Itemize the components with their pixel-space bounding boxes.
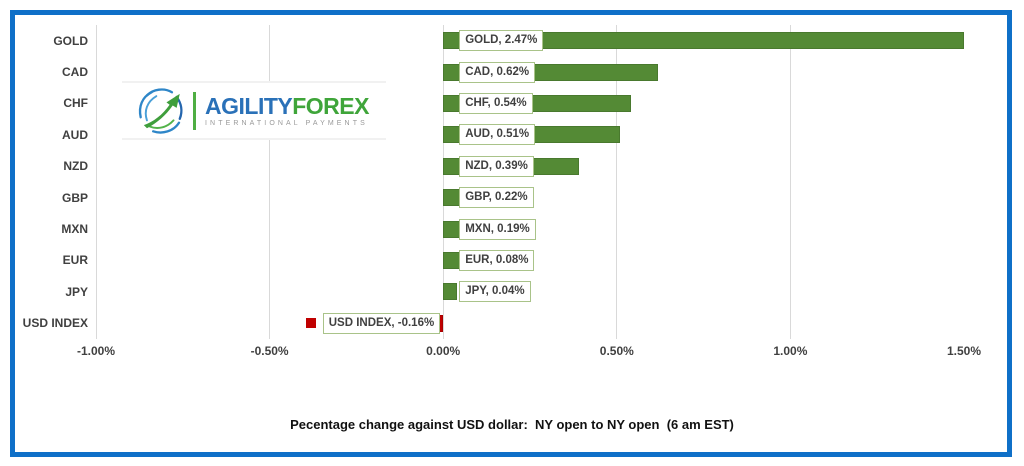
data-label-nzd: NZD, 0.39% [459, 155, 534, 177]
data-label-wrap-usd-index: USD INDEX, -0.16% [305, 308, 441, 339]
data-label-gbp: GBP, 0.22% [459, 187, 534, 209]
data-label-wrap-gold: GOLD, 2.47% [459, 25, 544, 56]
gridline [96, 25, 97, 339]
bar-gold [443, 32, 964, 50]
brand-agility: AGILITY [205, 92, 293, 119]
logo-text: AGILITYFOREX INTERNATIONAL PAYMENTS [205, 92, 369, 127]
data-label-gold: GOLD, 2.47% [459, 30, 544, 52]
gridline [789, 25, 791, 339]
gridline [963, 25, 964, 339]
brand-name: AGILITYFOREX [205, 92, 369, 119]
data-label-mxn: MXN, 0.19% [459, 218, 536, 240]
category-label: AUD [62, 127, 88, 142]
x-tick-label: 0.00% [426, 344, 461, 358]
data-label-wrap-jpy: JPY, 0.04% [459, 276, 531, 307]
logo-divider [193, 91, 196, 130]
data-label-eur: EUR, 0.08% [459, 249, 535, 271]
x-tick-label: 1.50% [946, 344, 982, 358]
data-label-usd-index: USD INDEX, -0.16% [322, 312, 441, 334]
data-label-wrap-mxn: MXN, 0.19% [459, 213, 536, 244]
data-label-chf: CHF, 0.54% [459, 92, 533, 114]
data-label-wrap-chf: CHF, 0.54% [459, 88, 533, 119]
gridline [269, 25, 271, 339]
agilityforex-logo: AGILITYFOREX INTERNATIONAL PAYMENTS [122, 81, 386, 140]
category-label: USD INDEX [22, 316, 88, 331]
x-tick-label: -1.00% [76, 344, 116, 358]
data-label-wrap-cad: CAD, 0.62% [459, 56, 536, 87]
category-label: NZD [63, 159, 88, 174]
bar-jpy [443, 283, 458, 301]
category-label: MXN [61, 222, 88, 237]
x-axis: -1.00% -0.50% 0.00% 0.50% 1.00% 1.50% [77, 344, 981, 362]
chart-caption: Pecentage change against USD dollar: NY … [290, 417, 734, 432]
category-label: CAD [62, 65, 88, 80]
x-tick-label: 1.00% [773, 344, 808, 358]
category-label: JPY [65, 284, 88, 299]
data-label-aud: AUD, 0.51% [459, 124, 536, 146]
gridline [442, 25, 444, 339]
logo-tagline: INTERNATIONAL PAYMENTS [205, 119, 368, 127]
globe-icon [138, 87, 183, 134]
brand-forex: FOREX [292, 92, 369, 119]
category-label: GBP [61, 190, 88, 205]
plot-area: GOLD, 2.47% CAD, 0.62% CHF, 0.54% AUD, 0.51… [96, 25, 964, 339]
x-tick-label: 0.50% [599, 344, 634, 358]
category-label: CHF [63, 96, 88, 111]
data-label-cad: CAD, 0.62% [459, 61, 536, 83]
gridline [616, 25, 618, 339]
legend-key-square [305, 318, 316, 329]
data-label-wrap-nzd: NZD, 0.39% [459, 151, 534, 182]
data-label-wrap-eur: EUR, 0.08% [459, 245, 535, 276]
data-label-wrap-aud: AUD, 0.51% [459, 119, 536, 150]
category-label: GOLD [53, 33, 88, 48]
x-tick-label: -0.50% [250, 344, 289, 358]
category-axis: GOLD CAD CHF AUD NZD GBP MXN EUR JPY USD INDEX [12, 25, 88, 339]
data-label-wrap-gbp: GBP, 0.22% [459, 182, 534, 213]
data-label-jpy: JPY, 0.04% [459, 281, 531, 303]
category-label: EUR [62, 253, 88, 268]
